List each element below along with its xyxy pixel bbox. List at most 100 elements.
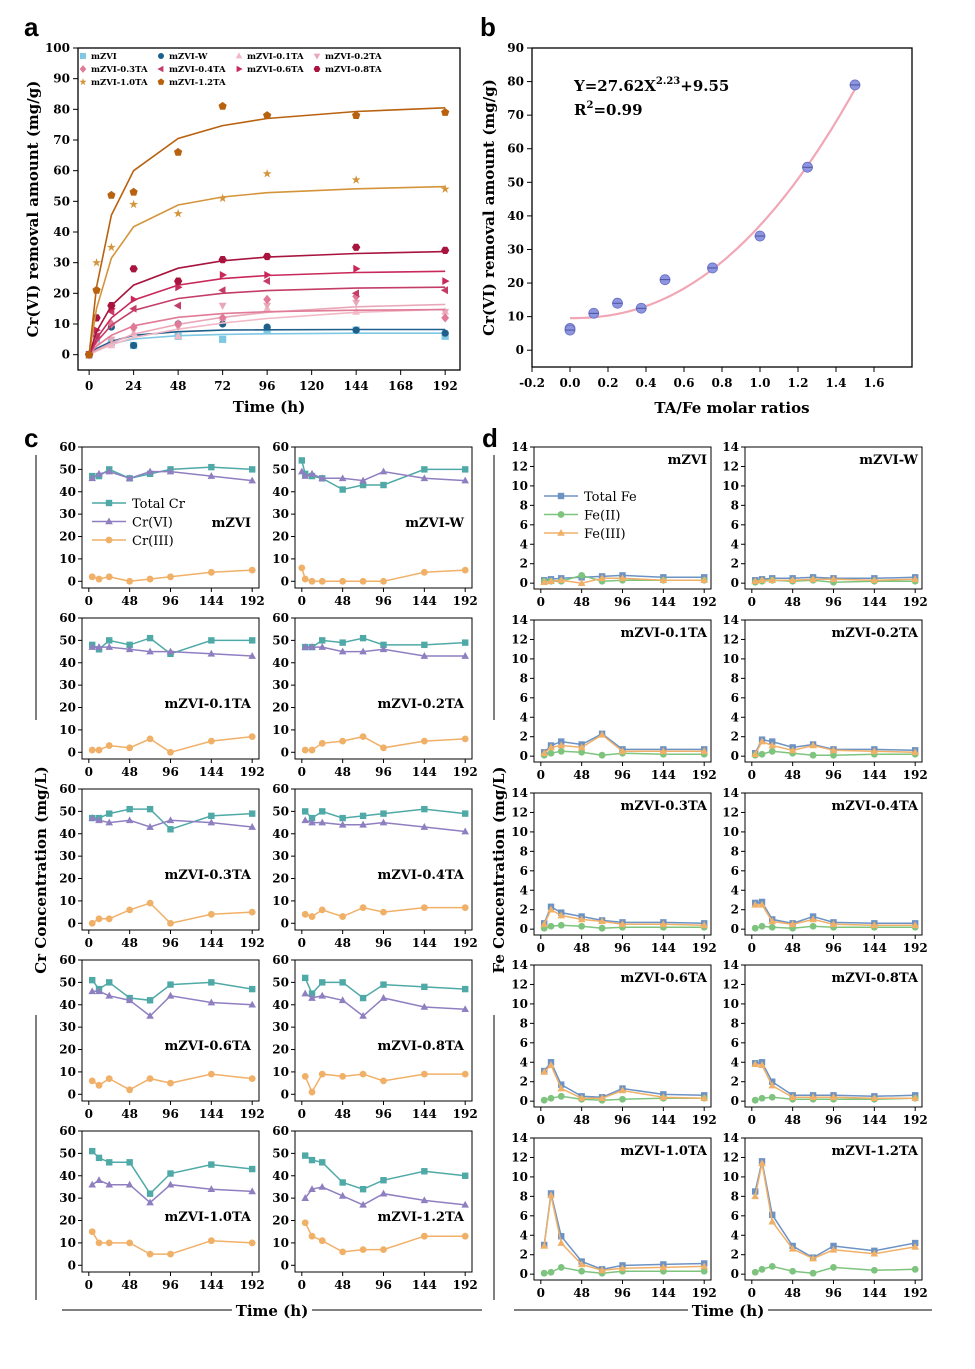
panel-a-legend-marker <box>236 65 243 73</box>
subplot-xtick-label: 192 <box>453 594 478 608</box>
subplot-point-Fe(III) <box>540 578 549 585</box>
subplot-point-Cr(VI) <box>166 647 175 655</box>
panel-d-letter: d <box>482 423 498 453</box>
panel-a-point <box>218 256 227 264</box>
subplot-point-Cr(VI) <box>207 998 216 1006</box>
subplot-point-Total Cr <box>421 1168 428 1175</box>
panel-a-letter: a <box>24 12 39 42</box>
panel-d-subplot-mZVI-0.3TA: 0 2 4 6 8 10 12 14 0 48 96 144 192 mZVI-0.3TA <box>511 786 716 955</box>
subplot-point-Fe(II) <box>751 1268 759 1276</box>
panel-a-point <box>174 277 183 285</box>
subplot-point-Fe(III) <box>547 743 555 751</box>
subplot-point-Fe(III) <box>768 741 777 749</box>
subplot-ytick-label: 40 <box>59 998 76 1012</box>
subplot-ytick-label: 4 <box>731 1228 739 1242</box>
panel-a-xtick-label: 144 <box>344 379 369 393</box>
subplot-ytick-label: 6 <box>731 1209 739 1223</box>
subplot-point-Total Cr <box>339 814 346 822</box>
subplot-point-Cr(III) <box>146 1075 154 1083</box>
subplot-point-Total Cr <box>126 1159 133 1166</box>
panel-d-subplot-mZVI: 0 2 4 6 8 10 12 14 0 48 96 144 192 mZVI <box>511 440 716 609</box>
subplot-point-Fe(III) <box>547 905 555 913</box>
subplot-xtick-label: 192 <box>692 941 717 955</box>
subplot-ytick-label: 8 <box>731 1189 739 1203</box>
panel-a-point <box>173 208 183 218</box>
subplot-ytick-label: 60 <box>59 1124 76 1138</box>
subplot-point-Total Cr <box>380 810 387 817</box>
subplot-point-Fe(III) <box>557 741 566 749</box>
panel-a-xtick-label: 24 <box>125 379 142 393</box>
subplot-point-Fe(III) <box>577 579 586 586</box>
subplot-ytick-label: 20 <box>59 1043 76 1057</box>
subplot-point-Fe(II) <box>911 1265 919 1273</box>
panel-a-legend-marker <box>157 65 164 73</box>
subplot-xtick-label: 192 <box>692 595 717 609</box>
subplot-xtick-label: 0 <box>537 1113 545 1127</box>
subplot-xtick-label: 144 <box>412 1107 437 1121</box>
subplot-line-Cr(III) <box>91 902 253 925</box>
subplot-point-Cr(VI) <box>461 827 469 835</box>
subplot-point-Cr(III) <box>88 746 96 754</box>
subplot-point-Cr(III) <box>359 577 367 585</box>
subplot-xtick-label: 192 <box>692 768 717 782</box>
panel-a-ytick-label: 40 <box>53 225 70 239</box>
subplot-xtick-label: 144 <box>412 594 437 608</box>
subplot-ytick-label: 0 <box>731 749 739 763</box>
subplot-point-Fe(III) <box>829 1245 838 1253</box>
subplot-point-Total Cr <box>461 1172 469 1179</box>
subplot-xtick-label: 48 <box>121 1278 138 1292</box>
subplot-ytick-label: 14 <box>511 613 528 627</box>
subplot-ytick-label: 0 <box>731 1094 739 1108</box>
subplot-ytick-label: 10 <box>511 825 528 839</box>
panel-b-xtick-label: 1.6 <box>864 376 885 390</box>
subplot-point-Fe(II) <box>598 924 606 932</box>
subplot-point-Cr(III) <box>339 737 347 745</box>
subplot-xtick-label: 96 <box>375 765 392 779</box>
subplot-xtick-label: 48 <box>121 765 138 779</box>
subplot-ytick-label: 20 <box>272 701 289 715</box>
legend-label: Cr(III) <box>132 534 174 549</box>
subplot-point-Total Cr <box>208 1161 215 1168</box>
subplot-point-Total Cr <box>146 1190 154 1197</box>
subplot-point-Fe(III) <box>809 741 817 749</box>
subplot-point-Cr(VI) <box>248 476 256 484</box>
subplot-point-Fe(II) <box>540 1269 548 1277</box>
panel-c-subplot-mZVI-0.3TA: 0 10 20 30 40 50 60 0 48 96 144 192 mZVI-0.3TA <box>59 782 264 950</box>
subplot-point-Total Cr <box>167 981 174 988</box>
subplot-ytick-label: 2 <box>520 1248 528 1262</box>
subplot-ytick-label: 10 <box>59 894 76 908</box>
subplot-xtick-label: 0 <box>748 1286 756 1300</box>
subplot-point-Fe(III) <box>540 1067 549 1075</box>
panel-a-point <box>440 184 450 193</box>
subplot-point-Cr(VI) <box>379 1189 388 1197</box>
subplot-xtick-label: 0 <box>748 768 756 782</box>
subplot-ytick-label: 2 <box>520 1075 528 1089</box>
subplot-xtick-label: 192 <box>453 1107 478 1121</box>
subplot-xtick-label: 192 <box>240 1107 265 1121</box>
subplot-point-Cr(VI) <box>88 1180 97 1188</box>
subplot-point-Cr(VI) <box>105 991 114 999</box>
subplot-ytick-label: 60 <box>59 440 76 454</box>
panel-b-ytick-label: 10 <box>507 310 524 324</box>
subplot-point-Cr(VI) <box>146 1198 154 1206</box>
subplot-title: mZVI-1.0TA <box>165 1210 252 1225</box>
subplot-xtick-label: 96 <box>614 1113 631 1127</box>
subplot-point-Fe(II) <box>578 922 586 930</box>
subplot-point-Fe(III) <box>577 1094 586 1102</box>
subplot-point-Fe(III) <box>618 574 627 582</box>
subplot-ytick-label: 14 <box>722 786 739 800</box>
subplot-ytick-label: 2 <box>731 1075 739 1089</box>
subplot-point-Fe(III) <box>659 576 668 584</box>
subplot-xtick-label: 96 <box>162 1278 179 1292</box>
panel-a-frame <box>77 47 461 371</box>
panel-a-xtick-label: 120 <box>299 379 324 393</box>
subplot-ytick-label: 30 <box>272 1191 289 1205</box>
panel-a-point <box>92 285 101 294</box>
panel-c-subplot-mZVI-W: 0 10 20 30 40 50 60 0 48 96 144 192 mZVI-W <box>272 440 477 608</box>
subplot-point-Total Cr <box>319 1159 326 1166</box>
subplot-point-Total Cr <box>308 1156 316 1164</box>
panel-c-subplot-mZVI-1.0TA: 0 10 20 30 40 50 60 0 48 96 144 192 mZVI-1.0TA <box>59 1124 264 1292</box>
panel-b-xtick-label: 1.2 <box>788 376 809 390</box>
subplot-ytick-label: 12 <box>511 805 528 819</box>
panel-a-point <box>352 243 361 251</box>
